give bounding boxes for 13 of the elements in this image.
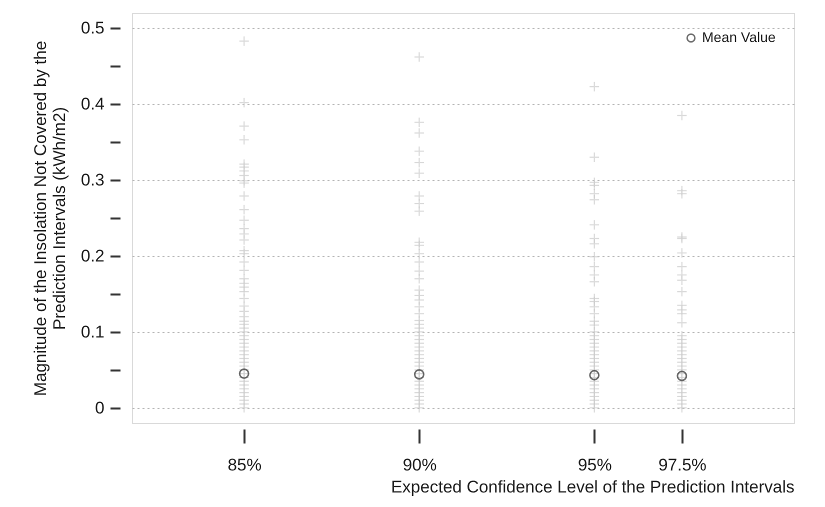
y-axis-title: Magnitude of the Insolation Not Covered by the Prediction Intervals (kWh/m2) [30,40,69,396]
y-tick-label: 0.4 [80,94,104,114]
x-tick-label: 95% [578,456,612,474]
x-axis-title: Expected Confidence Level of the Prediction Intervals [390,478,794,496]
legend-label: Mean Value [702,29,776,45]
x-tick-label: 90% [402,456,437,474]
x-tick-label: 85% [228,456,262,474]
y-tick-label: 0.3 [80,170,104,190]
y-tick-label: 0.5 [80,18,104,38]
y-tick-label: 0 [95,398,104,418]
y-tick-label: 0.1 [80,322,104,342]
x-tick-label: 97.5% [658,456,707,474]
y-tick-label: 0.2 [80,246,104,266]
